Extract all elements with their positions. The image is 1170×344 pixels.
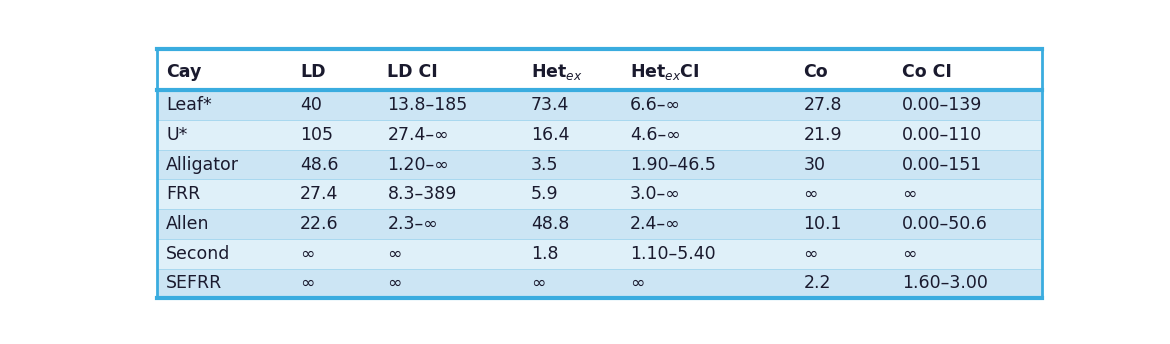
Text: 3.0–∞: 3.0–∞	[629, 185, 681, 203]
Text: Het$_{ex}$: Het$_{ex}$	[531, 62, 583, 82]
Bar	[157, 209, 1042, 239]
Text: 1.10–5.40: 1.10–5.40	[629, 245, 716, 263]
Text: 2.3–∞: 2.3–∞	[387, 215, 439, 233]
Bar	[157, 180, 1042, 209]
Bar	[157, 269, 1042, 298]
Text: 10.1: 10.1	[804, 215, 842, 233]
Text: 8.3–389: 8.3–389	[387, 185, 456, 203]
Bar	[157, 239, 1042, 269]
Text: ∞: ∞	[301, 245, 315, 263]
Text: 1.8: 1.8	[531, 245, 558, 263]
Text: ∞: ∞	[301, 275, 315, 292]
Text: 2.2: 2.2	[804, 275, 831, 292]
Text: 48.6: 48.6	[301, 155, 339, 174]
Text: Het$_{ex}$CI: Het$_{ex}$CI	[629, 62, 700, 82]
Text: U*: U*	[166, 126, 187, 144]
Text: 5.9: 5.9	[531, 185, 558, 203]
Text: Co: Co	[804, 63, 828, 81]
Text: ∞: ∞	[387, 275, 402, 292]
Text: 30: 30	[804, 155, 825, 174]
Bar	[157, 120, 1042, 150]
Text: Cay: Cay	[166, 63, 201, 81]
Text: 16.4: 16.4	[531, 126, 570, 144]
Bar	[157, 150, 1042, 180]
Text: 48.8: 48.8	[531, 215, 570, 233]
Text: Allen: Allen	[166, 215, 209, 233]
Text: 22.6: 22.6	[301, 215, 339, 233]
Text: 6.6–∞: 6.6–∞	[629, 96, 681, 114]
Text: 4.6–∞: 4.6–∞	[629, 126, 681, 144]
Text: ∞: ∞	[804, 245, 818, 263]
Text: 27.8: 27.8	[804, 96, 842, 114]
Text: SEFRR: SEFRR	[166, 275, 222, 292]
Text: ∞: ∞	[387, 245, 402, 263]
Text: 27.4–∞: 27.4–∞	[387, 126, 449, 144]
Text: ∞: ∞	[902, 245, 917, 263]
Text: 0.00–50.6: 0.00–50.6	[902, 215, 989, 233]
Text: 0.00–110: 0.00–110	[902, 126, 983, 144]
Bar	[157, 90, 1042, 120]
Text: FRR: FRR	[166, 185, 200, 203]
Text: Leaf*: Leaf*	[166, 96, 212, 114]
Text: ∞: ∞	[804, 185, 818, 203]
Text: LD CI: LD CI	[387, 63, 439, 81]
Bar	[157, 49, 1042, 90]
Text: 2.4–∞: 2.4–∞	[629, 215, 681, 233]
Text: ∞: ∞	[629, 275, 645, 292]
Text: 73.4: 73.4	[531, 96, 570, 114]
Text: Alligator: Alligator	[166, 155, 239, 174]
Text: 0.00–139: 0.00–139	[902, 96, 983, 114]
Text: 1.90–46.5: 1.90–46.5	[629, 155, 716, 174]
Text: LD: LD	[301, 63, 325, 81]
Text: 21.9: 21.9	[804, 126, 842, 144]
Text: 3.5: 3.5	[531, 155, 558, 174]
Text: 0.00–151: 0.00–151	[902, 155, 983, 174]
Text: 105: 105	[301, 126, 333, 144]
Text: ∞: ∞	[902, 185, 917, 203]
Text: 1.20–∞: 1.20–∞	[387, 155, 449, 174]
Text: ∞: ∞	[531, 275, 545, 292]
Text: Second: Second	[166, 245, 230, 263]
Text: 1.60–3.00: 1.60–3.00	[902, 275, 989, 292]
Text: 13.8–185: 13.8–185	[387, 96, 468, 114]
Text: 40: 40	[301, 96, 322, 114]
Text: Co CI: Co CI	[902, 63, 952, 81]
Text: 27.4: 27.4	[301, 185, 338, 203]
